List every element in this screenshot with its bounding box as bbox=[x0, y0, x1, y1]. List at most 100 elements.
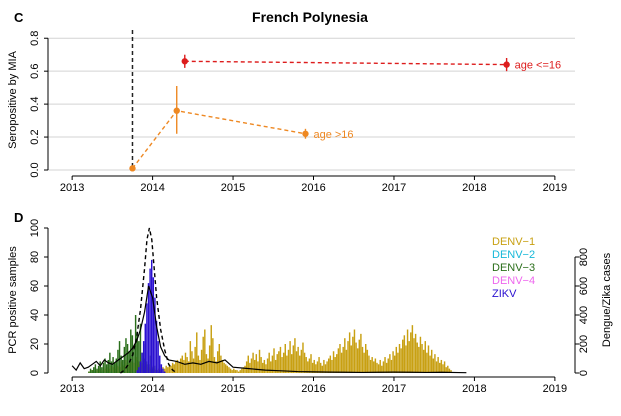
bar-denv-1-185 bbox=[385, 362, 388, 373]
bar-zikv-16 bbox=[162, 368, 164, 373]
bar-denv-3-5 bbox=[96, 368, 98, 373]
bar-denv-1-91 bbox=[234, 370, 237, 373]
bar-denv-1-106 bbox=[258, 349, 261, 373]
y-tick-label-40: 40 bbox=[29, 309, 41, 321]
y2-tick-label-400: 400 bbox=[578, 306, 590, 324]
bar-denv-1-157 bbox=[340, 352, 343, 373]
bar-denv-1-208 bbox=[422, 349, 425, 373]
bar-denv-1-74 bbox=[207, 358, 209, 373]
y-tick-label-0-4: 0.4 bbox=[29, 96, 41, 111]
bar-denv-1-221 bbox=[443, 361, 446, 373]
bar-denv-1-173 bbox=[366, 349, 369, 373]
bar-denv-1-129 bbox=[295, 351, 298, 373]
bar-denv-1-107 bbox=[260, 357, 262, 373]
bar-denv-1-121 bbox=[282, 352, 285, 373]
bar-denv-1-148 bbox=[326, 361, 328, 373]
bar-denv-1-186 bbox=[387, 358, 389, 373]
x-tick-label-2014: 2014 bbox=[140, 383, 164, 395]
bar-zikv-10 bbox=[152, 277, 155, 373]
bar-denv-1-75 bbox=[208, 345, 211, 373]
panel-c-marks bbox=[129, 30, 510, 172]
bar-zikv-4 bbox=[142, 341, 145, 373]
bar-denv-3-0 bbox=[88, 371, 90, 373]
bar-denv-1-217 bbox=[437, 357, 439, 373]
data-point-age-16-1 bbox=[503, 61, 510, 68]
bar-denv-3-29 bbox=[134, 315, 137, 373]
bar-denv-1-172 bbox=[365, 344, 367, 373]
bar-denv-1-219 bbox=[440, 359, 443, 373]
bar-denv-1-138 bbox=[310, 354, 312, 373]
x-tick-label-2015: 2015 bbox=[221, 182, 245, 194]
bar-denv-1-95 bbox=[241, 368, 243, 373]
bar-denv-1-72 bbox=[204, 329, 206, 373]
bar-denv-1-182 bbox=[381, 365, 383, 373]
bar-denv-3-18 bbox=[117, 349, 119, 373]
bar-denv-1-171 bbox=[363, 352, 365, 373]
x-tick-label-2013: 2013 bbox=[60, 182, 84, 194]
bar-denv-1-63 bbox=[189, 341, 192, 373]
bar-denv-1-89 bbox=[231, 370, 233, 373]
bar-denv-1-152 bbox=[332, 351, 335, 373]
bar-denv-1-206 bbox=[419, 336, 422, 373]
legend-denv1: DENV−1 bbox=[492, 236, 535, 248]
legend-denv4: DENV−4 bbox=[492, 275, 535, 287]
bar-denv-1-84 bbox=[223, 362, 225, 373]
bar-denv-3-28 bbox=[133, 346, 135, 373]
bar-denv-3-21 bbox=[122, 359, 124, 373]
y-tick-label-0: 0.0 bbox=[29, 162, 41, 177]
bar-denv-1-73 bbox=[205, 354, 208, 373]
bar-denv-1-175 bbox=[369, 359, 372, 373]
data-point-age-16-2 bbox=[302, 130, 309, 137]
bar-denv-1-211 bbox=[427, 345, 430, 373]
x-tick-label-2018: 2018 bbox=[462, 383, 486, 395]
series-line-age-16 bbox=[131, 109, 306, 169]
bar-denv-1-156 bbox=[339, 344, 341, 373]
bar-denv-3-8 bbox=[101, 367, 103, 373]
bar-denv-1-160 bbox=[345, 349, 348, 373]
bar-denv-1-168 bbox=[358, 339, 361, 373]
bar-zikv-2 bbox=[139, 361, 142, 373]
bar-denv-1-59 bbox=[183, 359, 185, 373]
bar-denv-1-214 bbox=[432, 358, 435, 373]
bar-denv-1-99 bbox=[247, 355, 249, 373]
bar-denv-1-67 bbox=[196, 332, 198, 373]
bar-denv-1-181 bbox=[379, 359, 381, 373]
bar-denv-1-66 bbox=[194, 346, 196, 373]
bar-denv-3-3 bbox=[93, 367, 95, 373]
bar-denv-3-26 bbox=[130, 329, 132, 373]
bar-zikv-17 bbox=[163, 371, 166, 373]
bar-denv-1-112 bbox=[268, 352, 270, 373]
bar-denv-1-56 bbox=[178, 362, 180, 373]
data-point-age-16-0 bbox=[129, 165, 136, 172]
bar-zikv-3 bbox=[141, 352, 143, 373]
bar-denv-1-136 bbox=[307, 361, 309, 373]
bar-denv-1-145 bbox=[321, 365, 324, 373]
bar-denv-1-64 bbox=[191, 351, 193, 373]
bar-denv-1-199 bbox=[408, 341, 410, 373]
bar-denv-3-2 bbox=[91, 370, 93, 373]
bar-denv-1-54 bbox=[175, 361, 177, 373]
bar-denv-3-32 bbox=[139, 323, 142, 373]
bar-denv-1-93 bbox=[237, 371, 240, 373]
bar-denv-3-9 bbox=[102, 362, 105, 373]
bar-denv-1-190 bbox=[393, 355, 396, 373]
bar-zikv-5 bbox=[144, 323, 146, 373]
legend-denv3: DENV−3 bbox=[492, 262, 535, 274]
bar-denv-1-86 bbox=[226, 365, 229, 373]
y2-tick-label-600: 600 bbox=[578, 277, 590, 295]
bar-denv-1-166 bbox=[355, 342, 357, 373]
bar-denv-3-16 bbox=[113, 362, 116, 373]
bar-denv-1-53 bbox=[173, 364, 175, 373]
bar-denv-3-31 bbox=[138, 341, 140, 373]
bar-denv-1-223 bbox=[447, 365, 449, 373]
panel-d-y2-axis-label: Dengue/Zika cases bbox=[601, 252, 613, 347]
bar-denv-1-158 bbox=[342, 346, 344, 373]
bar-denv-1-193 bbox=[398, 344, 401, 373]
bar-denv-1-85 bbox=[225, 364, 227, 373]
bar-denv-1-109 bbox=[263, 359, 266, 373]
panel-d-y-axis-label: PCR positive samples bbox=[7, 246, 19, 354]
bar-denv-1-119 bbox=[279, 346, 282, 373]
bar-denv-1-83 bbox=[221, 359, 224, 373]
